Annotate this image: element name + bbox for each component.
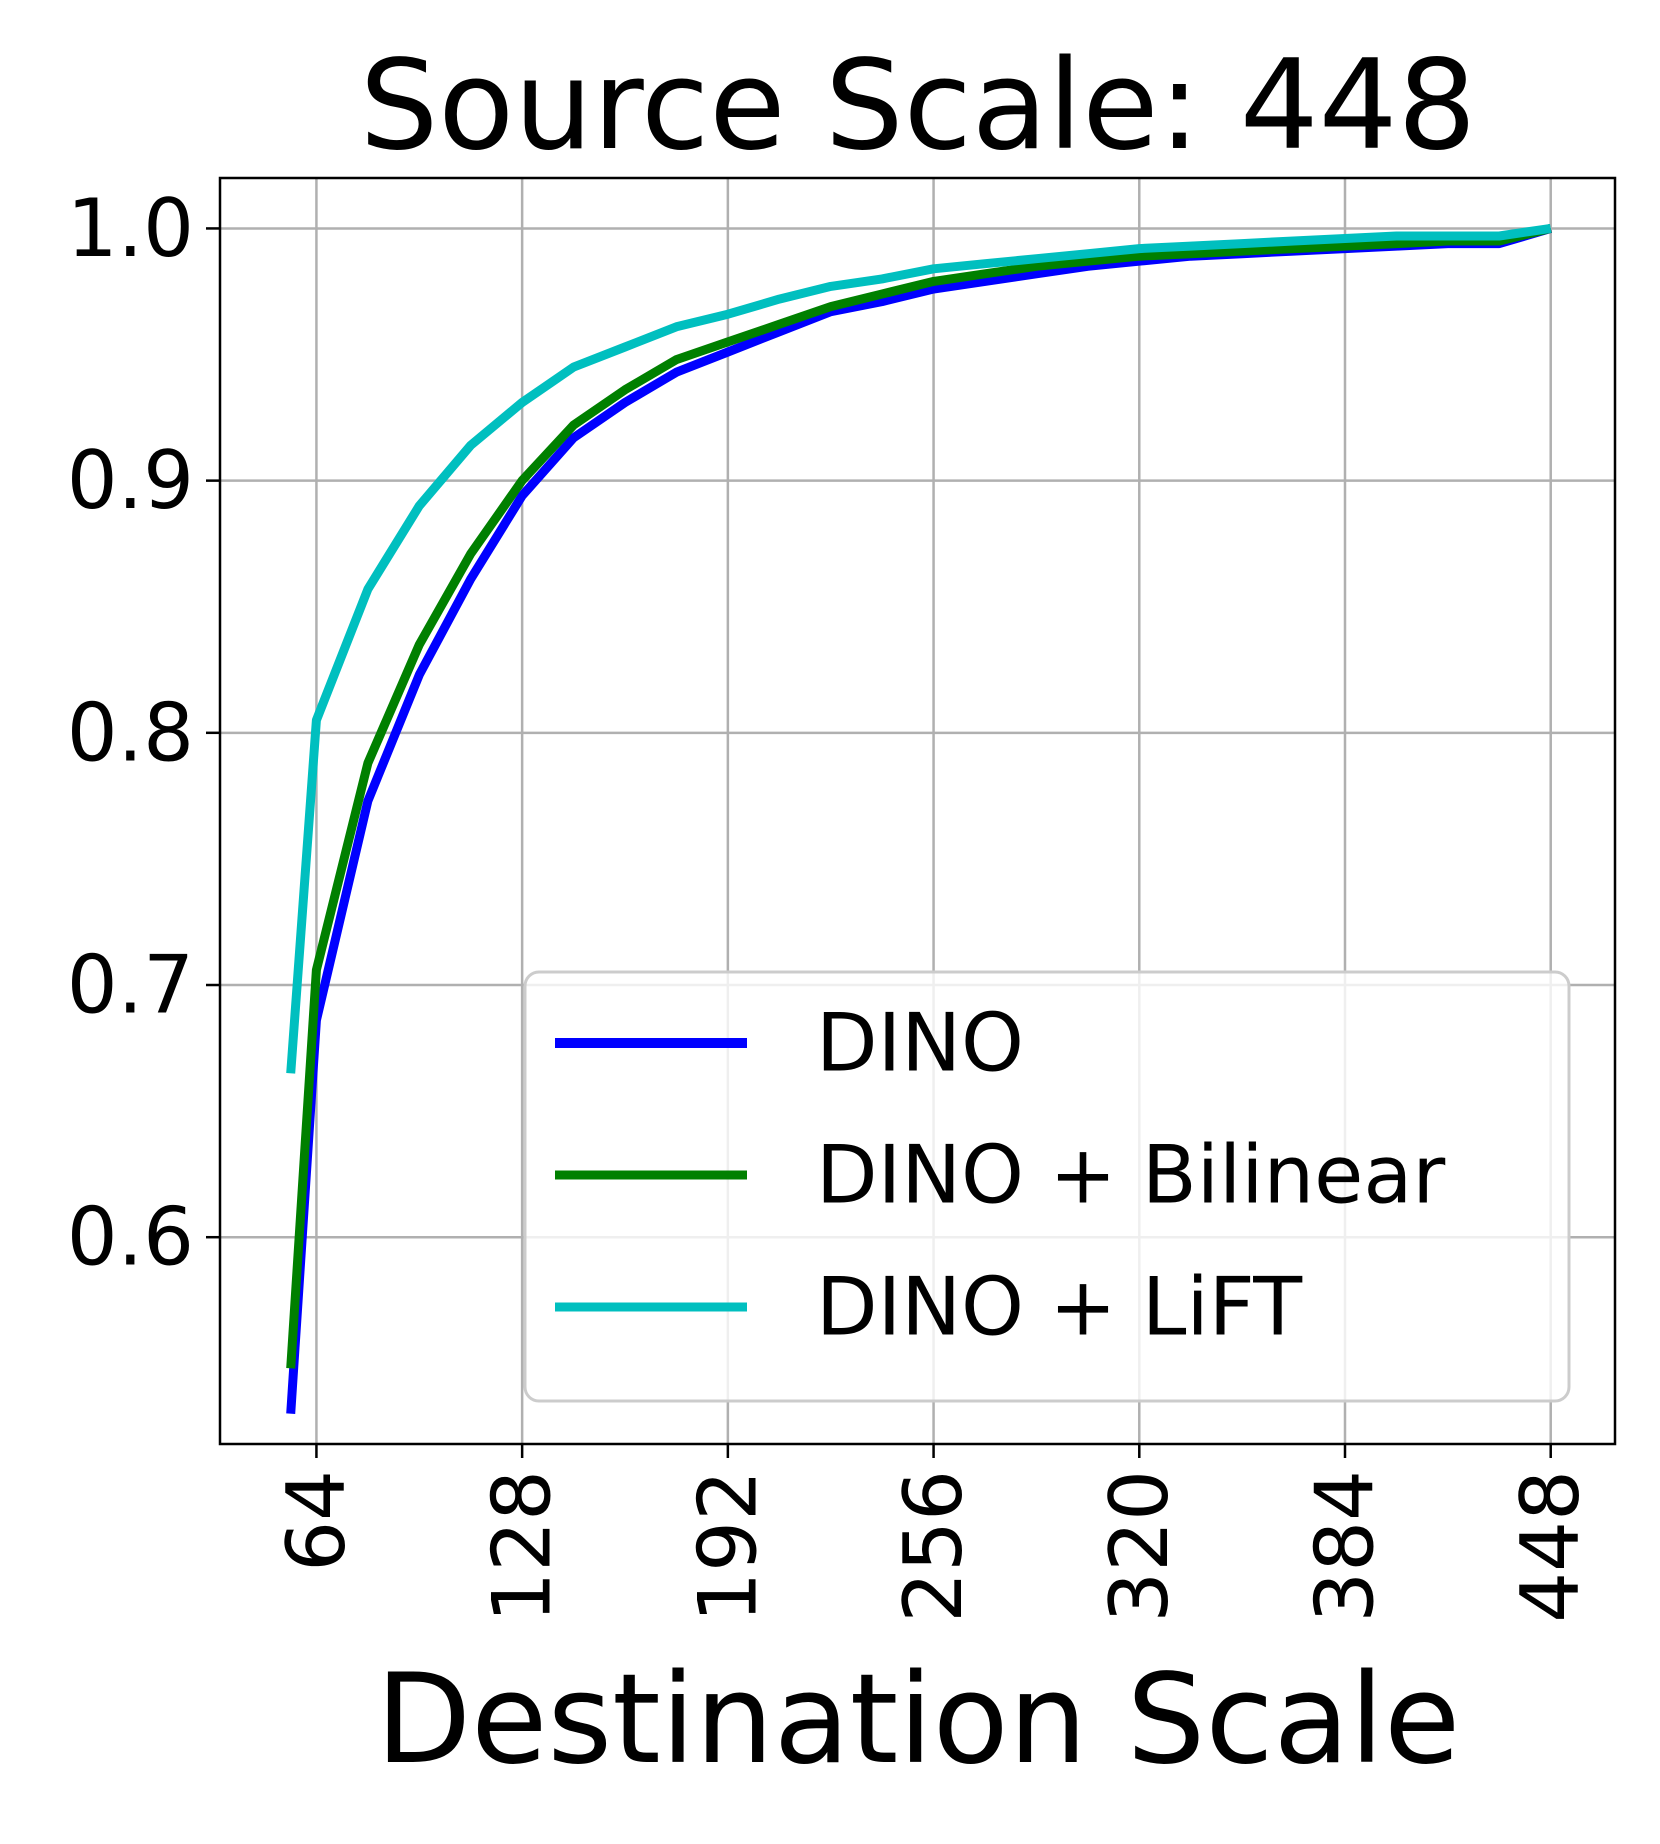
legend: DINO DINO + Bilinear DINO + LiFT [523,970,1571,1403]
series-line-dino-lift [286,223,1552,1074]
y-tick-label: 1.0 [67,182,194,275]
x-tick-label: 320 [1093,1470,1186,1623]
x-tick-label: 256 [887,1470,980,1623]
legend-frame [523,970,1571,1403]
plot-frame [218,176,1617,1446]
legend-label: DINO + Bilinear [816,1129,1445,1222]
y-tick-label: 0.6 [67,1191,194,1284]
x-tick-label: 192 [681,1470,774,1623]
x-axis-label: Destination Scale [376,1648,1461,1792]
legend-label: DINO [816,997,1024,1090]
y-tick-label: 0.9 [67,434,194,527]
x-tick-label: 384 [1299,1470,1392,1623]
x-tick-label: 448 [1504,1470,1597,1623]
y-tick-label: 0.7 [67,939,194,1032]
chart-title: Source Scale: 448 [360,34,1477,178]
y-tick-label: 0.8 [67,686,194,779]
axis-ticks: 64 128 192 256 320 384 448 0.6 0.7 0.8 0.9 1.0 [67,182,1597,1623]
series-lines [286,223,1552,1414]
series-line-dino-bilinear [286,224,1552,1369]
legend-label: DINO + LiFT [816,1261,1303,1354]
x-tick-label: 64 [270,1470,363,1572]
x-tick-label: 128 [476,1470,569,1623]
